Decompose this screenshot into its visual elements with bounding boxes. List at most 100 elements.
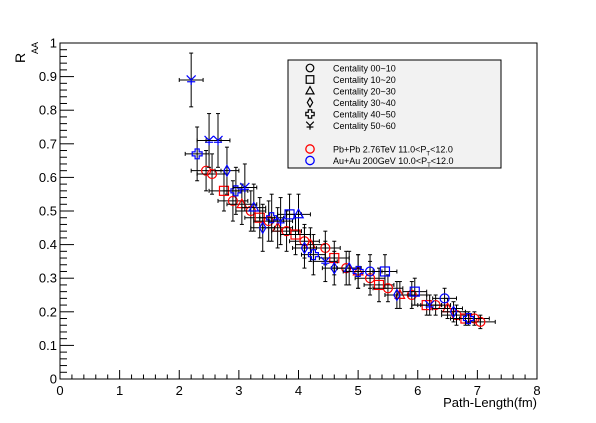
x-tick-label: 7 [474,383,481,398]
legend-label: Centality 10~20 [333,75,396,85]
y-tick-label: 0.1 [39,338,57,353]
y-tick-label: 0.4 [39,237,57,252]
data-point [232,163,258,212]
data-point [384,281,410,309]
x-axis-label: Path-Length(fm) [443,395,537,410]
legend-marker-star [305,121,315,130]
legend-label: Centality 40~50 [333,110,396,120]
point-marker-diamond [330,261,339,275]
point-marker-diamond [258,221,267,235]
data-point [441,301,466,323]
data-point [402,277,428,306]
legend-marker-diamond [306,96,314,109]
point-marker-diamond [300,241,309,255]
data-point [417,294,443,316]
y-axis-label-sub: AA [30,42,40,54]
y-tick-label: 0.9 [39,69,57,84]
point-marker-star [424,300,435,311]
x-tick-label: 4 [295,383,302,398]
y-tick-label: 0.5 [39,204,57,219]
point-marker-cross [462,312,474,325]
data-point [214,146,240,195]
legend-entry: Centality 50~60 [305,121,396,131]
x-tick-label: 3 [235,383,242,398]
point-marker-triangle [292,207,305,219]
data-point [286,193,311,236]
data-point [372,254,398,289]
y-tick-label: 0 [50,372,57,387]
data-point [259,193,285,242]
legend-marker-square [305,75,315,84]
point-marker-circle [227,195,239,207]
legend-label: Au+Au 200GeV 10.0<PT<12.0 [333,156,454,169]
point-marker-cross [230,185,242,197]
point-marker-star [213,135,223,146]
x-tick-label: 0 [56,383,63,398]
data-point [178,52,204,108]
legend-entry: Centality 40~50 [305,109,396,120]
point-marker-cross [307,249,319,261]
point-marker-triangle [394,288,406,299]
point-marker-diamond [449,305,458,319]
legend-entry: Pb+Pb 2.76TeV 11.0<PT<12.0 [305,144,453,158]
legend-entry: Centality 00~10 [305,63,396,74]
data-point [312,240,338,283]
x-tick-label: 8 [533,383,540,398]
x-tick-label: 1 [116,383,123,398]
x-tick-label: 5 [355,383,362,398]
legend-entry: Centality 30~40 [306,96,396,109]
point-marker-circle [200,165,212,176]
point-marker-star [186,75,197,85]
legend-entry: Centality 20~30 [304,85,396,97]
data-point [432,287,458,309]
legend-marker-triangle [304,85,316,95]
y-tick-label: 0.8 [39,103,57,118]
legend-marker-cross [305,109,315,119]
point-marker-circle [206,168,218,180]
y-tick-label: 0.3 [39,271,57,286]
legend-color-marker [305,144,315,154]
y-axis-label: R AA [12,42,40,63]
legend-label: Centality 20~30 [333,87,396,97]
y-tick-label: 0.7 [39,136,57,151]
data-point [205,113,231,168]
x-tick-label: 6 [414,383,421,398]
point-marker-cross [352,265,364,278]
data-point [292,227,317,269]
legend-label: Centality 50~60 [333,121,396,131]
point-marker-star [275,216,286,227]
legend-box [287,59,502,169]
point-marker-square [409,286,420,297]
data-point [456,311,481,326]
point-marker-triangle [248,201,260,212]
point-marker-diamond [223,164,231,178]
legend-marker-circle [305,63,315,73]
x-tick-label: 2 [176,383,183,398]
point-marker-square [373,279,385,291]
data-point [268,197,294,246]
legend-entry: Au+Au 200GeV 10.0<PT<12.0 [305,155,454,169]
y-tick-label: 0.2 [39,304,57,319]
data-point [250,203,276,252]
ticks-layer: 0 1 2 3 4 5 6 7 8 0 0.1 0.2 0.3 0.4 0.5 0.6 0.7 0.8 0.9 1 [39,36,541,399]
point-marker-diamond [393,288,401,302]
legend-label: Pb+Pb 2.76TeV 11.0<PT<12.0 [333,145,453,158]
point-marker-cross [266,212,278,224]
legend-label: Centality 00~10 [333,64,396,74]
point-marker-cross [191,148,203,160]
markers-layer [178,52,496,330]
legend-entry: Centality 10~20 [305,75,396,85]
data-point [363,267,395,303]
y-tick-label: 1 [50,36,57,51]
point-marker-star [239,182,250,193]
point-marker-square [379,266,391,277]
point-marker-star [320,256,331,267]
legend-color-marker [305,155,315,166]
data-point [241,183,267,232]
y-tick-label: 0.6 [39,170,57,185]
series-auau [178,52,481,326]
point-marker-circle [439,293,450,304]
